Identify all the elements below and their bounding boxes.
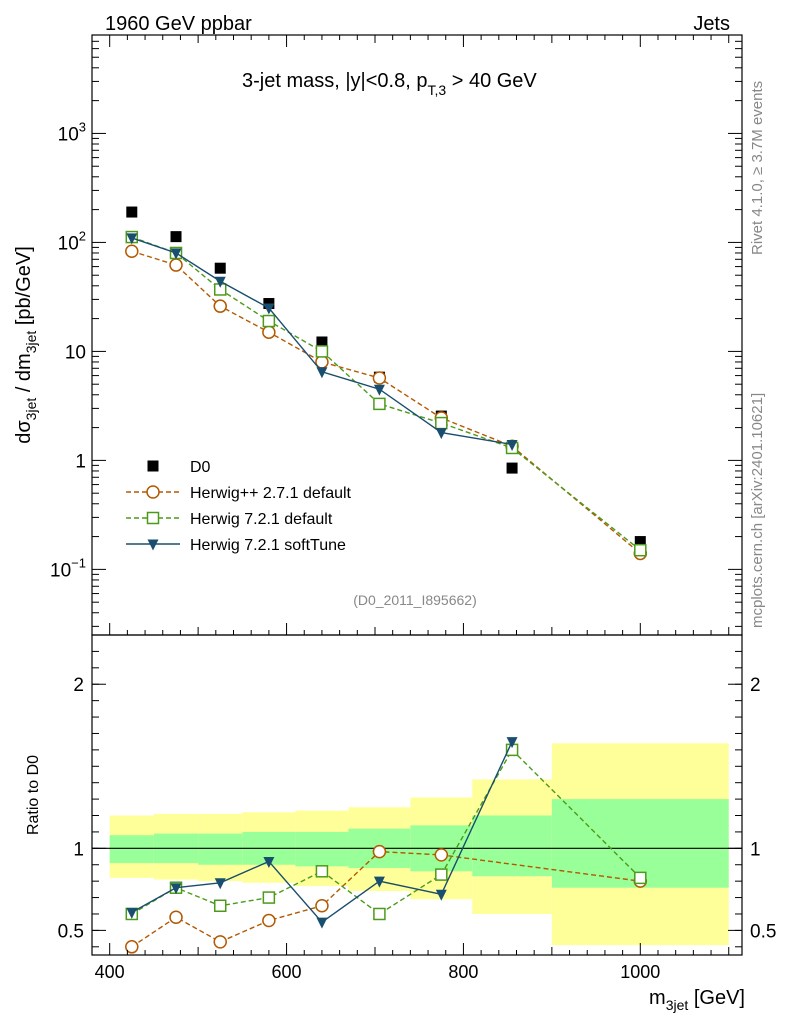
main-series-1-point (262, 325, 276, 339)
main-series-1-point (125, 244, 139, 258)
y-tick-label: 1 (75, 451, 86, 472)
ratio-series-0-point (262, 913, 276, 928)
legend-label: D0 (190, 459, 211, 476)
ratio-y-tick-label: 0.5 (58, 921, 84, 942)
main-series-3-point (506, 439, 518, 451)
inner-band-bin (198, 833, 243, 865)
main-series-3-point (316, 367, 328, 379)
ratio-y-tick-label-right: 1 (750, 839, 761, 860)
ratio-y-tick-label: 2 (73, 675, 84, 696)
ratio-series-0-point (434, 848, 449, 862)
x-tick-label: 400 (95, 962, 125, 982)
x-tick-label: 1000 (620, 962, 660, 982)
x-axis-label: m3jet [GeV] (649, 987, 745, 1013)
ratio-y-label: Ratio to D0 (25, 755, 42, 835)
ratio-series-2-point (263, 856, 275, 868)
ratio-series-2-point (435, 889, 447, 901)
ratio-series-0-line (131, 850, 641, 948)
legend-marker (146, 511, 160, 525)
main-series-1-point (213, 299, 227, 313)
ratio-series-1-point (315, 865, 329, 878)
main-title: 3-jet mass, |y|<0.8, pT,3 > 40 GeV (242, 70, 537, 98)
main-series-3-point (126, 233, 138, 245)
watermark: (D0_2011_I895662) (353, 592, 477, 608)
main-series-0-point (170, 231, 182, 243)
main-series-2-point (435, 416, 448, 430)
main-series-0-point (214, 262, 226, 274)
legend-marker (146, 485, 160, 499)
main-series-0-point (634, 536, 646, 548)
main-series-3-point (263, 303, 275, 315)
legend-marker (147, 460, 159, 472)
ratio-series-0-point (213, 935, 227, 949)
inner-band-bin (295, 831, 349, 867)
legend-marker (147, 539, 159, 551)
ratio-series-2-point (373, 876, 385, 888)
ratio-series-2-point (214, 878, 226, 890)
main-series-1-point (372, 371, 387, 385)
y-tick-label: 102 (58, 228, 86, 254)
y-tick-label: 10 (65, 342, 86, 363)
header-left: 1960 GeV ppbar (105, 13, 252, 35)
main-series-3-point (373, 384, 385, 396)
ratio-series-1-point (213, 899, 227, 913)
main-panel-series (125, 206, 648, 561)
ratio-series-1-point (373, 907, 386, 921)
ratio-frame (91, 634, 743, 956)
ratio-series-2-point (506, 737, 518, 749)
ratio-series-1-point (262, 891, 276, 904)
x-tick-label: 800 (448, 962, 478, 982)
main-series-0-point (316, 336, 328, 348)
ratio-uncertainty-bands (92, 743, 742, 946)
main-series-0-point (126, 206, 138, 218)
x-tick-label: 600 (272, 962, 302, 982)
legend-label: Herwig 7.2.1 softTune (190, 537, 346, 554)
main-series-2-point (373, 397, 386, 411)
main-series-2-point (262, 314, 276, 328)
main-series-2-point (315, 345, 329, 358)
header-right: Jets (693, 13, 730, 35)
ratio-series-0-point (372, 844, 387, 859)
ratio-panel-series (125, 737, 648, 954)
ratio-series-2-line (131, 741, 513, 924)
main-series-3-line (131, 237, 513, 446)
ratio-series-0-point (315, 899, 329, 913)
ratio-y-tick-label: 1 (73, 839, 84, 860)
main-series-2-point (634, 543, 647, 557)
legend: D0 Herwig++ 2.7.1 default Herwig 7.2.1 def… (126, 459, 352, 554)
main-series-3-point (435, 428, 447, 440)
y-tick-label: 10−1 (50, 555, 86, 581)
main-series-2-line (131, 236, 641, 551)
ratio-series-0-point (169, 910, 183, 925)
main-series-1-line (131, 250, 641, 554)
main-series-1-point (169, 258, 183, 272)
ratio-series-2-point (170, 883, 182, 895)
main-series-0-point (263, 298, 275, 310)
mcplots-label: mcplots.cern.ch [arXiv:2401.10621] (749, 393, 766, 628)
main-series-0-point (506, 462, 518, 474)
ratio-series-1-point (634, 871, 647, 885)
inner-band-bin (109, 835, 154, 864)
main-series-3-point (214, 276, 226, 288)
axes-frame (91, 34, 743, 956)
ratio-series-1-point (435, 868, 448, 881)
main-y-label: dσ3jet / dm3jet [pb/GeV] (13, 246, 39, 444)
ratio-y-tick-label-right: 2 (750, 675, 761, 696)
ratio-series-0-point (125, 940, 139, 954)
ratio-series-2-point (126, 907, 138, 919)
ratio-series-2-point (316, 917, 328, 929)
rivet-version-label: Rivet 4.1.0, ≥ 3.7M events (749, 81, 766, 255)
y-tick-label: 103 (58, 119, 86, 145)
inner-band-bin (472, 815, 552, 877)
legend-label: Herwig 7.2.1 default (190, 511, 333, 528)
ratio-y-tick-label-right: 0.5 (750, 921, 776, 942)
main-series-3-point (170, 248, 182, 260)
legend-label: Herwig++ 2.7.1 default (190, 485, 352, 502)
